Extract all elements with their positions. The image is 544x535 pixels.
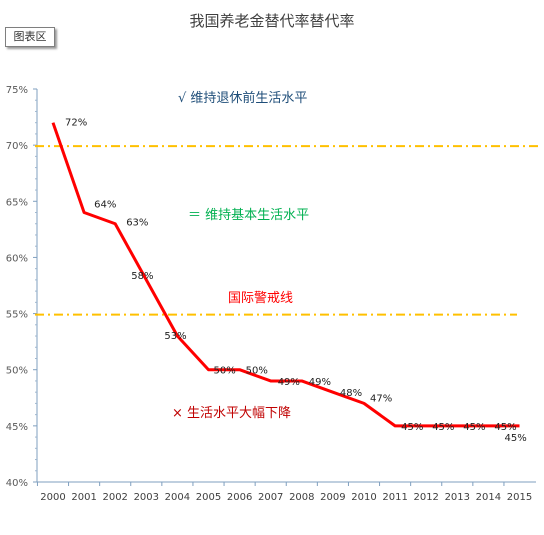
data-label: 58% [131, 271, 153, 282]
data-label: 45% [432, 422, 454, 433]
annotation-label: ＝ 维持基本生活水平 [188, 208, 309, 223]
annotation-label: 国际警戒线 [228, 290, 293, 306]
x-tick-label: 2003 [134, 492, 159, 503]
data-label: 45% [401, 422, 423, 433]
annotation-label: √ 维持退休前生活水平 [178, 90, 307, 106]
data-label: 47% [370, 393, 392, 404]
y-tick-label: 40% [6, 478, 28, 489]
x-tick-label: 2013 [445, 492, 470, 503]
data-label: 64% [94, 200, 116, 211]
data-labels: 72%64%63%58%53%50% 50%49% 49%48% 47%45% 45% 4… [65, 118, 527, 444]
y-tick-label: 50% [6, 366, 28, 377]
x-tick-label: 2008 [289, 492, 314, 503]
x-tick-label: 2007 [258, 492, 283, 503]
data-label: 48% [340, 388, 362, 399]
y-tick-label: 65% [6, 197, 28, 208]
x-tick-label: 2005 [196, 492, 221, 503]
data-label: 50% [214, 366, 236, 377]
x-tick-label: 2015 [507, 492, 532, 503]
reference-lines [35, 145, 540, 316]
series [51, 122, 520, 428]
x-tick-label: 2002 [102, 492, 127, 503]
x-tick-label: 2011 [382, 492, 407, 503]
annotation-label: × 生活水平大幅下降 [172, 406, 291, 421]
series-line [51, 122, 520, 428]
y-axis: 40% 45% 50% 55% 60% 65% 70% 75% [6, 85, 38, 489]
data-label: 72% [65, 118, 87, 129]
x-tick-label: 2001 [71, 492, 96, 503]
data-label: 50% [246, 366, 268, 377]
x-tick-label: 2006 [227, 492, 252, 503]
x-axis: 2000 2001 2002 2003 2004 2005 2006 2007 2008 2009… [36, 481, 536, 503]
data-label: 49% [278, 377, 300, 388]
y-tick-label: 70% [6, 141, 28, 152]
y-tick-label: 55% [6, 310, 28, 321]
chart-title: 我国养老金替代率替代率 [189, 12, 355, 30]
y-tick-label: 45% [6, 422, 28, 433]
data-label: 63% [126, 218, 148, 229]
x-tick-label: 2014 [476, 492, 501, 503]
data-label: 49% [309, 377, 331, 388]
x-tick-label: 2010 [351, 492, 376, 503]
x-tick-label: 2000 [40, 492, 65, 503]
data-label: 45% [494, 422, 516, 433]
data-label: 45% [463, 422, 485, 433]
y-tick-label: 60% [6, 253, 28, 264]
x-tick-label: 2004 [165, 492, 190, 503]
data-label: 53% [164, 331, 186, 342]
data-label: 45% [505, 433, 527, 444]
x-tick-label: 2009 [320, 492, 345, 503]
y-tick-label: 75% [6, 85, 28, 96]
chart-area-tag[interactable]: 图表区 [5, 27, 55, 47]
x-tick-label: 2012 [413, 492, 438, 503]
